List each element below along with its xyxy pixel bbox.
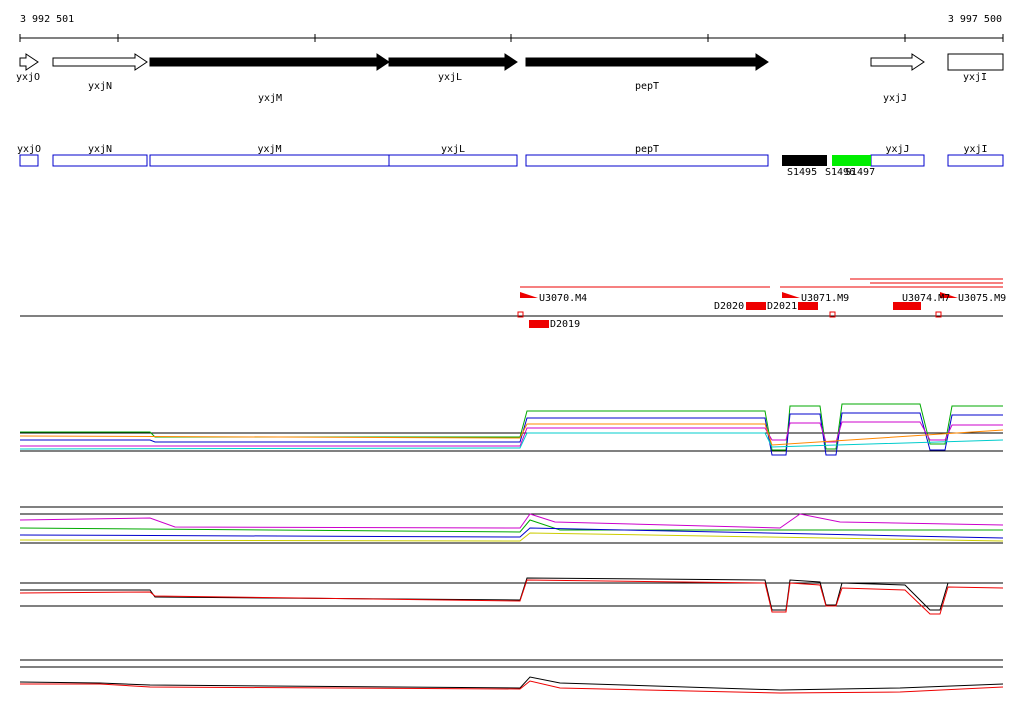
gene-arrow bbox=[947, 53, 1004, 71]
gene-arrow bbox=[870, 53, 925, 71]
gene-arrow bbox=[149, 53, 390, 71]
gene-label: yxjL bbox=[438, 72, 462, 83]
gene-arrow bbox=[52, 53, 148, 71]
segment-label: S1495 bbox=[787, 167, 817, 178]
gene-box bbox=[19, 154, 39, 167]
gene-label: yxjJ bbox=[883, 93, 907, 104]
feature-label: D2020 bbox=[714, 301, 744, 312]
segment bbox=[832, 155, 871, 166]
feature-track bbox=[20, 278, 1003, 328]
segment-label: S1496 bbox=[825, 167, 855, 178]
gene-box bbox=[870, 154, 925, 167]
feature-label: U3074.M7 bbox=[902, 293, 950, 304]
gene-label: yxjI bbox=[963, 72, 987, 83]
gene-label: yxjN bbox=[88, 81, 112, 92]
gene-box bbox=[52, 154, 148, 167]
gene-arrow bbox=[388, 53, 518, 71]
ruler bbox=[19, 34, 1004, 42]
gene-label: yxjO bbox=[16, 72, 40, 83]
ruler-end: 3 997 500 bbox=[948, 14, 1002, 25]
gene-label: yxjN bbox=[88, 144, 112, 155]
gene-label: pepT bbox=[635, 81, 659, 92]
gene-label: yxjM bbox=[257, 144, 281, 155]
gene-arrow bbox=[525, 53, 769, 71]
feature-label: U3075.M9 bbox=[958, 293, 1006, 304]
gene-box bbox=[149, 154, 390, 167]
ruler-start: 3 992 501 bbox=[20, 14, 74, 25]
feature-label: U3071.M9 bbox=[801, 293, 849, 304]
feature-label: U3070.M4 bbox=[539, 293, 587, 304]
gene-label: yxjM bbox=[258, 93, 282, 104]
gene-box bbox=[525, 154, 769, 167]
segment-label: S1497 bbox=[845, 167, 875, 178]
feature-label: D2019 bbox=[550, 319, 580, 330]
gene-box bbox=[947, 154, 1004, 167]
expression-panels bbox=[19, 403, 1004, 694]
gene-label: yxjL bbox=[441, 144, 465, 155]
gene-label: yxjI bbox=[963, 144, 987, 155]
gene-box bbox=[388, 154, 518, 167]
feature-label: D2021 bbox=[767, 301, 797, 312]
gene-arrow bbox=[19, 53, 39, 71]
segment bbox=[782, 155, 827, 166]
gene-label: yxjO bbox=[17, 144, 41, 155]
gene-label: yxjJ bbox=[885, 144, 909, 155]
gene-label: pepT bbox=[635, 144, 659, 155]
